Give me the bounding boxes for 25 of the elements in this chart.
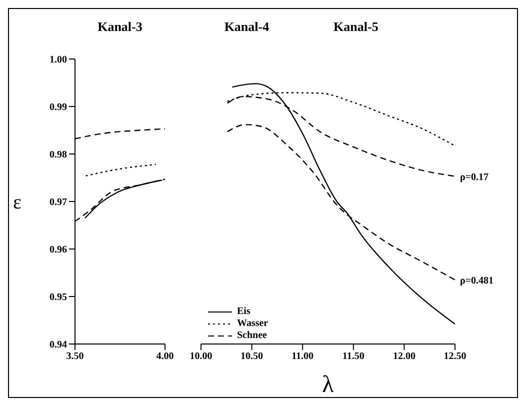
x-tick-label: 10.00 — [190, 351, 212, 362]
y-tick-label: 0.94 — [50, 340, 67, 351]
y-tick-label: 0.99 — [50, 102, 67, 114]
text: Kanal-4 — [223, 19, 270, 35]
y-tick-label: 0.98 — [50, 150, 67, 161]
x-tick-label: 12.00 — [392, 351, 416, 362]
x-tick-label: 11.00 — [292, 351, 314, 362]
annotation: ρ=0.481 — [460, 275, 494, 286]
annotation: ρ=0.17 — [460, 172, 489, 183]
legend-label: Eis — [237, 306, 250, 318]
legend-label: Schnee — [237, 330, 267, 342]
x-tick-label: 10.50 — [240, 351, 264, 362]
x-tick-label: 3.50 — [66, 351, 84, 362]
y-tick-label: 0.97 — [50, 197, 67, 208]
legend-label: Wasser — [237, 318, 268, 330]
chart-title: Kanal-3 — [96, 19, 144, 35]
y-tick-label: 0.95 — [50, 292, 67, 304]
x-axis-title: λ — [322, 372, 334, 398]
x-tick-label: 11.50 — [342, 351, 364, 362]
x-tick-label: 12.50 — [444, 351, 466, 362]
y-axis-title: ε — [13, 192, 22, 214]
text: Kanal-5 — [332, 19, 380, 35]
y-tick-label: 1.00 — [50, 54, 67, 66]
y-tick-label: 0.96 — [50, 244, 67, 256]
x-tick-label: 4.00 — [156, 351, 174, 362]
